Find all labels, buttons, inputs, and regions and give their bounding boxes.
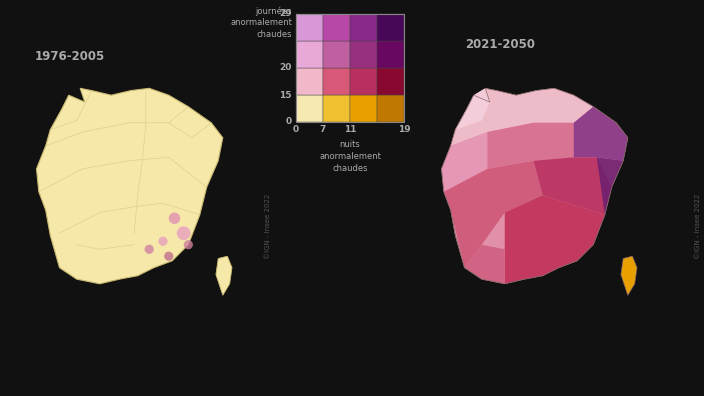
Bar bbox=[296, 41, 323, 68]
Circle shape bbox=[164, 251, 173, 261]
Polygon shape bbox=[505, 195, 605, 284]
Polygon shape bbox=[441, 88, 628, 284]
Text: 20: 20 bbox=[279, 63, 292, 72]
Circle shape bbox=[158, 237, 168, 246]
Text: journées
anormalement
chaudes: journées anormalement chaudes bbox=[230, 6, 292, 39]
Text: 29: 29 bbox=[279, 10, 292, 19]
Text: ©IGN - Insee 2022: ©IGN - Insee 2022 bbox=[695, 193, 701, 259]
Bar bbox=[350, 41, 377, 68]
Bar bbox=[350, 68, 377, 95]
Circle shape bbox=[144, 245, 153, 254]
Bar bbox=[377, 68, 404, 95]
Polygon shape bbox=[216, 256, 232, 295]
Bar bbox=[377, 14, 404, 41]
Polygon shape bbox=[444, 161, 543, 268]
Text: 2021-2050: 2021-2050 bbox=[465, 38, 535, 51]
Polygon shape bbox=[37, 88, 222, 284]
Bar bbox=[350, 14, 377, 41]
Bar bbox=[323, 68, 350, 95]
Bar bbox=[296, 95, 323, 122]
Bar bbox=[296, 68, 323, 95]
Polygon shape bbox=[534, 157, 612, 215]
Polygon shape bbox=[621, 256, 637, 295]
Bar bbox=[350, 95, 377, 122]
Text: 0: 0 bbox=[286, 118, 292, 126]
Text: nuits
anormalement
chaudes: nuits anormalement chaudes bbox=[319, 140, 381, 173]
Text: 0: 0 bbox=[293, 125, 299, 134]
Bar bbox=[296, 14, 404, 122]
Polygon shape bbox=[574, 107, 628, 161]
Polygon shape bbox=[597, 138, 628, 215]
Polygon shape bbox=[441, 132, 487, 192]
Text: 1976-2005: 1976-2005 bbox=[35, 50, 105, 63]
Polygon shape bbox=[465, 245, 505, 284]
Bar bbox=[296, 14, 323, 41]
Polygon shape bbox=[451, 88, 593, 146]
Bar bbox=[377, 95, 404, 122]
Circle shape bbox=[184, 240, 193, 249]
Circle shape bbox=[177, 226, 191, 240]
Bar bbox=[323, 14, 350, 41]
Text: 11: 11 bbox=[344, 125, 356, 134]
Bar bbox=[323, 41, 350, 68]
Bar bbox=[323, 95, 350, 122]
Bar bbox=[377, 41, 404, 68]
Text: ©IGN - Insee 2022: ©IGN - Insee 2022 bbox=[265, 193, 271, 259]
Text: 15: 15 bbox=[279, 91, 292, 99]
Polygon shape bbox=[455, 88, 490, 130]
Text: 7: 7 bbox=[320, 125, 326, 134]
Polygon shape bbox=[487, 107, 593, 169]
Circle shape bbox=[169, 213, 180, 224]
Text: 19: 19 bbox=[398, 125, 410, 134]
